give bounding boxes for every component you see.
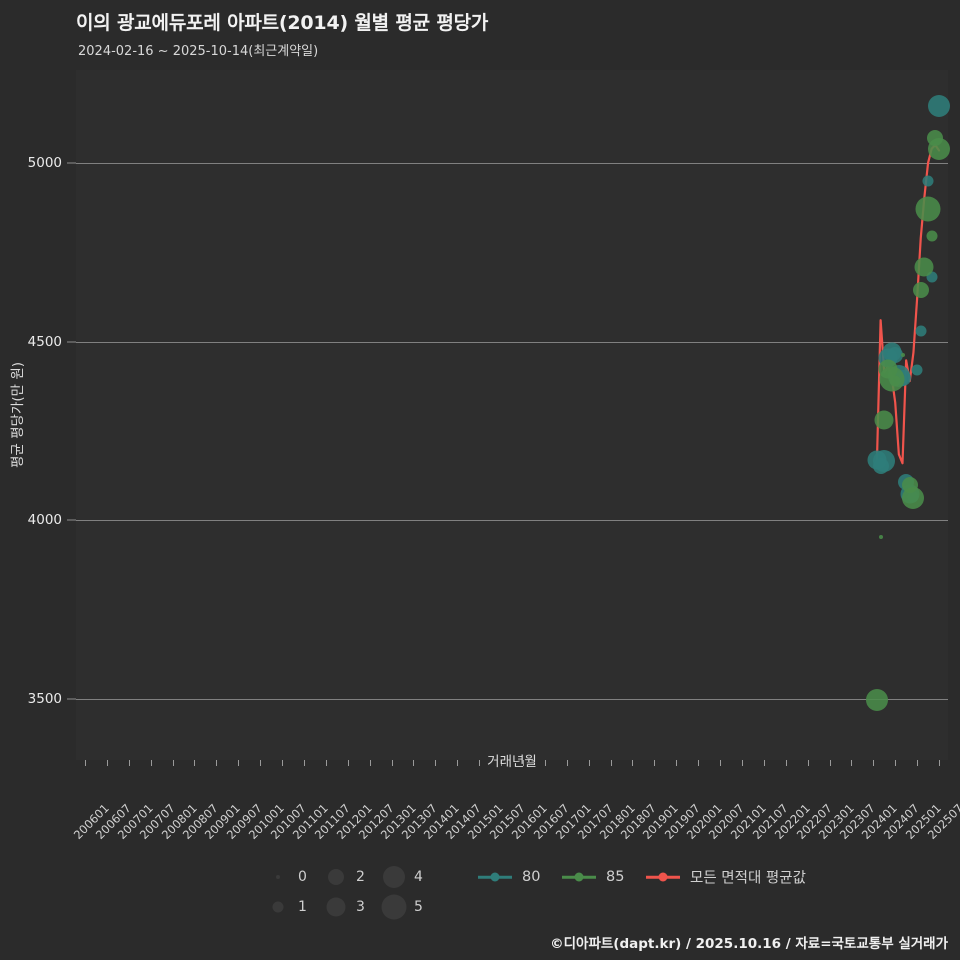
size-legend-label: 5	[414, 899, 423, 915]
average-line-layer	[875, 143, 941, 465]
plot-area: 3500 4000 4500 5000 200601 200607 200701 20070…	[10, 70, 960, 842]
y-axis-tick-label: 5000	[27, 154, 62, 171]
x-axis-tick-mark	[807, 760, 809, 766]
y-axis-tick-mark	[67, 162, 76, 164]
data-bubble	[865, 689, 888, 712]
x-axis-tick-mark	[917, 760, 919, 766]
x-axis-tick-mark	[347, 760, 349, 766]
x-axis-tick-mark	[303, 760, 305, 766]
y-axis-tick-mark	[67, 519, 76, 521]
x-axis-tick-mark	[610, 760, 612, 766]
page-title: 이의 광교에듀포레 아파트(2014) 월별 평균 평당가	[76, 12, 489, 34]
series-legend-label: 80	[522, 869, 541, 885]
x-axis-tick-mark	[260, 760, 262, 766]
x-axis-tick-mark	[325, 760, 327, 766]
x-axis-tick-mark	[435, 760, 437, 766]
x-axis-tick-mark	[763, 760, 765, 766]
data-bubble	[878, 534, 883, 539]
data-bubble	[926, 230, 938, 242]
series-legend-dot	[490, 872, 500, 882]
size-legend-dot	[326, 897, 346, 917]
data-bubble	[902, 487, 925, 510]
data-bubble	[914, 257, 934, 277]
footer-credit: ©디아파트(dapt.kr) / 2025.10.16 / 자료=국토교통부 실…	[550, 936, 948, 952]
size-legend-label: 4	[414, 869, 423, 885]
x-axis-tick-mark	[150, 760, 152, 766]
data-bubble	[887, 346, 904, 363]
x-axis-tick-mark	[720, 760, 722, 766]
x-axis-tick-mark	[85, 760, 86, 766]
x-axis-tick-mark	[873, 760, 875, 766]
series-legend-label: 모든 면적대 평균값	[690, 870, 806, 887]
y-axis-tick-mark	[67, 698, 76, 700]
y-axis-tick-label: 4000	[27, 512, 62, 529]
size-legend-dot	[276, 875, 280, 879]
data-bubble	[915, 325, 927, 337]
size-legend-dot	[383, 866, 405, 888]
x-axis-tick-mark	[501, 760, 503, 766]
y-axis-title: 평균 평당가(만 원)	[10, 361, 26, 469]
size-legend-label: 0	[298, 869, 307, 885]
data-bubble	[874, 410, 894, 430]
data-bubble	[873, 450, 896, 473]
x-axis-tick-mark	[785, 760, 787, 766]
x-axis-title: 거래년월	[487, 754, 537, 770]
x-axis-tick-mark	[128, 760, 130, 766]
y-axis-tick-label: 3500	[27, 691, 62, 708]
x-axis-tick-mark	[895, 760, 897, 766]
x-axis-tick-mark	[413, 760, 415, 766]
x-axis-tick-mark	[194, 760, 196, 766]
data-bubble	[926, 271, 938, 283]
x-axis-tick-mark	[238, 760, 240, 766]
x-axis-tick-mark	[172, 760, 174, 766]
x-axis-tick-mark	[282, 760, 284, 766]
gridline	[76, 162, 948, 164]
y-axis-tick-label: 4500	[27, 333, 62, 350]
page-subtitle: 2024-02-16 ~ 2025-10-14(최근계약일)	[78, 44, 319, 59]
gridline	[76, 699, 948, 701]
series-legend-dot	[574, 872, 584, 882]
data-bubble	[900, 353, 905, 358]
size-legend-dot	[272, 901, 284, 913]
x-axis-tick-mark	[566, 760, 568, 766]
x-axis-tick-mark	[698, 760, 700, 766]
y-axis-tick-mark	[67, 341, 76, 343]
data-bubble	[911, 364, 923, 376]
series-legend-label: 85	[606, 869, 625, 885]
data-bubble	[922, 175, 934, 187]
size-legend-dot	[328, 869, 344, 885]
data-bubble	[915, 196, 941, 222]
x-axis-tick-mark	[829, 760, 831, 766]
data-bubble	[912, 281, 929, 298]
gridline	[76, 341, 948, 343]
x-axis-tick-mark	[479, 760, 481, 766]
chart-legend: 0 1 2 3 4 5 80 85 모든 면적대 평균값	[0, 860, 960, 930]
x-axis-tick-mark	[216, 760, 218, 766]
x-axis-tick-mark	[632, 760, 634, 766]
gridline	[76, 520, 948, 522]
x-axis-tick-mark	[654, 760, 656, 766]
x-axis-tick-mark	[522, 760, 524, 766]
size-legend-dot	[381, 894, 407, 920]
x-axis-tick-mark	[741, 760, 743, 766]
x-axis-tick-mark	[457, 760, 459, 766]
data-bubble	[928, 95, 950, 118]
x-axis-tick-mark	[588, 760, 590, 766]
x-axis-tick-mark	[676, 760, 678, 766]
plot-background	[76, 70, 948, 760]
x-axis-tick-mark	[369, 760, 371, 766]
data-bubble	[928, 137, 950, 160]
size-legend-label: 1	[298, 899, 307, 915]
data-bubble	[889, 375, 901, 387]
x-axis-tick-mark	[391, 760, 393, 766]
x-axis-tick-mark	[106, 760, 108, 766]
x-axis-tick-mark	[851, 760, 853, 766]
size-legend-label: 3	[356, 899, 365, 915]
x-axis-tick-mark	[544, 760, 546, 766]
series-legend-dot	[658, 872, 668, 882]
x-axis-tick-mark	[939, 760, 940, 766]
size-legend-label: 2	[356, 869, 365, 885]
